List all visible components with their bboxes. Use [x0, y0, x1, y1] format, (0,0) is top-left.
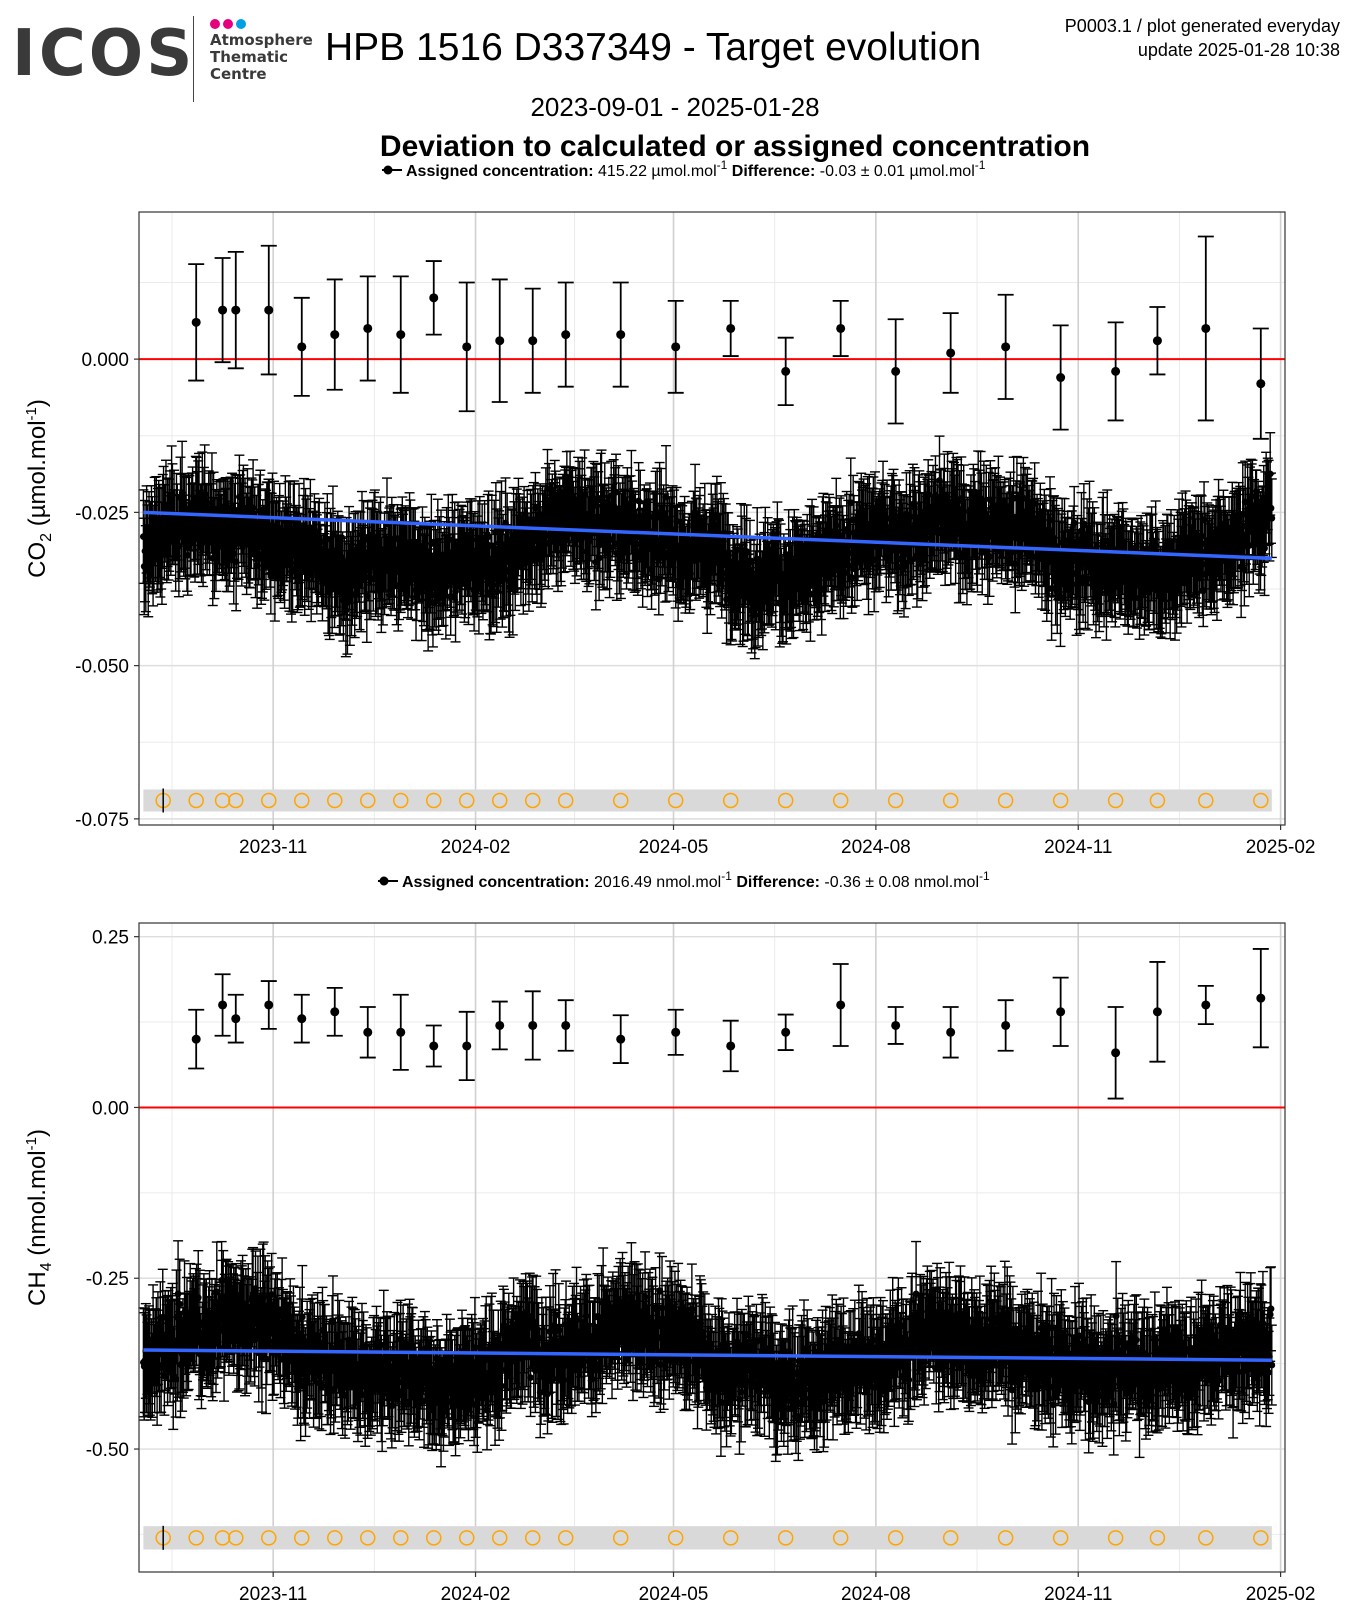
- measurement-point: [807, 590, 814, 598]
- measurement-point: [287, 559, 295, 567]
- logo-dot-3: [236, 19, 246, 29]
- measurement-point: [447, 593, 455, 600]
- measurement-point: [201, 491, 209, 499]
- page-title: HPB 1516 D337349 - Target evolution: [325, 26, 981, 70]
- measurement-point: [986, 553, 993, 560]
- chart-subtitle: Deviation to calculated or assigned conc…: [0, 130, 1350, 164]
- icos-logo: ICOS: [12, 22, 195, 86]
- measurement-point: [726, 559, 734, 567]
- measurement-point: [490, 581, 497, 589]
- plot-info: P0003.1 / plot generated everyday update…: [1065, 14, 1340, 62]
- measurement-point: [718, 576, 726, 583]
- flag-band: [143, 789, 1272, 812]
- measurement-point: [428, 591, 436, 599]
- measurement-point: [342, 607, 350, 615]
- logo-dot-1: [210, 19, 220, 29]
- dense-measurement-series: [138, 432, 1277, 660]
- measurement-point: [468, 536, 476, 544]
- measurement-point: [230, 550, 238, 557]
- update-timestamp: update 2025-01-28 10:38: [1065, 38, 1340, 62]
- measurement-point: [184, 551, 192, 559]
- measurement-point: [906, 513, 914, 521]
- logo-divider: [193, 16, 194, 102]
- measurement-point: [743, 548, 751, 555]
- atc-line-2: Thematic: [210, 49, 313, 66]
- measurement-point: [249, 504, 257, 512]
- atc-logo-text: Atmosphere Thematic Centre: [210, 32, 313, 83]
- measurement-point: [848, 573, 855, 581]
- date-range: 2023-09-01 - 2025-01-28: [0, 92, 1350, 123]
- atc-line-3: Centre: [210, 66, 313, 83]
- measurement-point: [595, 554, 603, 562]
- measurement-point: [606, 544, 614, 551]
- measurement-point: [427, 540, 435, 547]
- measurement-point: [924, 490, 932, 498]
- measurement-point: [751, 611, 759, 619]
- measurement-point: [849, 516, 857, 524]
- measurement-point: [646, 513, 654, 521]
- atc-line-1: Atmosphere: [210, 32, 313, 49]
- measurement-point: [832, 522, 840, 529]
- logo-dot-2: [223, 19, 233, 29]
- atc-logo-dots: [210, 16, 249, 34]
- plot-id: P0003.1 / plot generated everyday: [1065, 14, 1340, 38]
